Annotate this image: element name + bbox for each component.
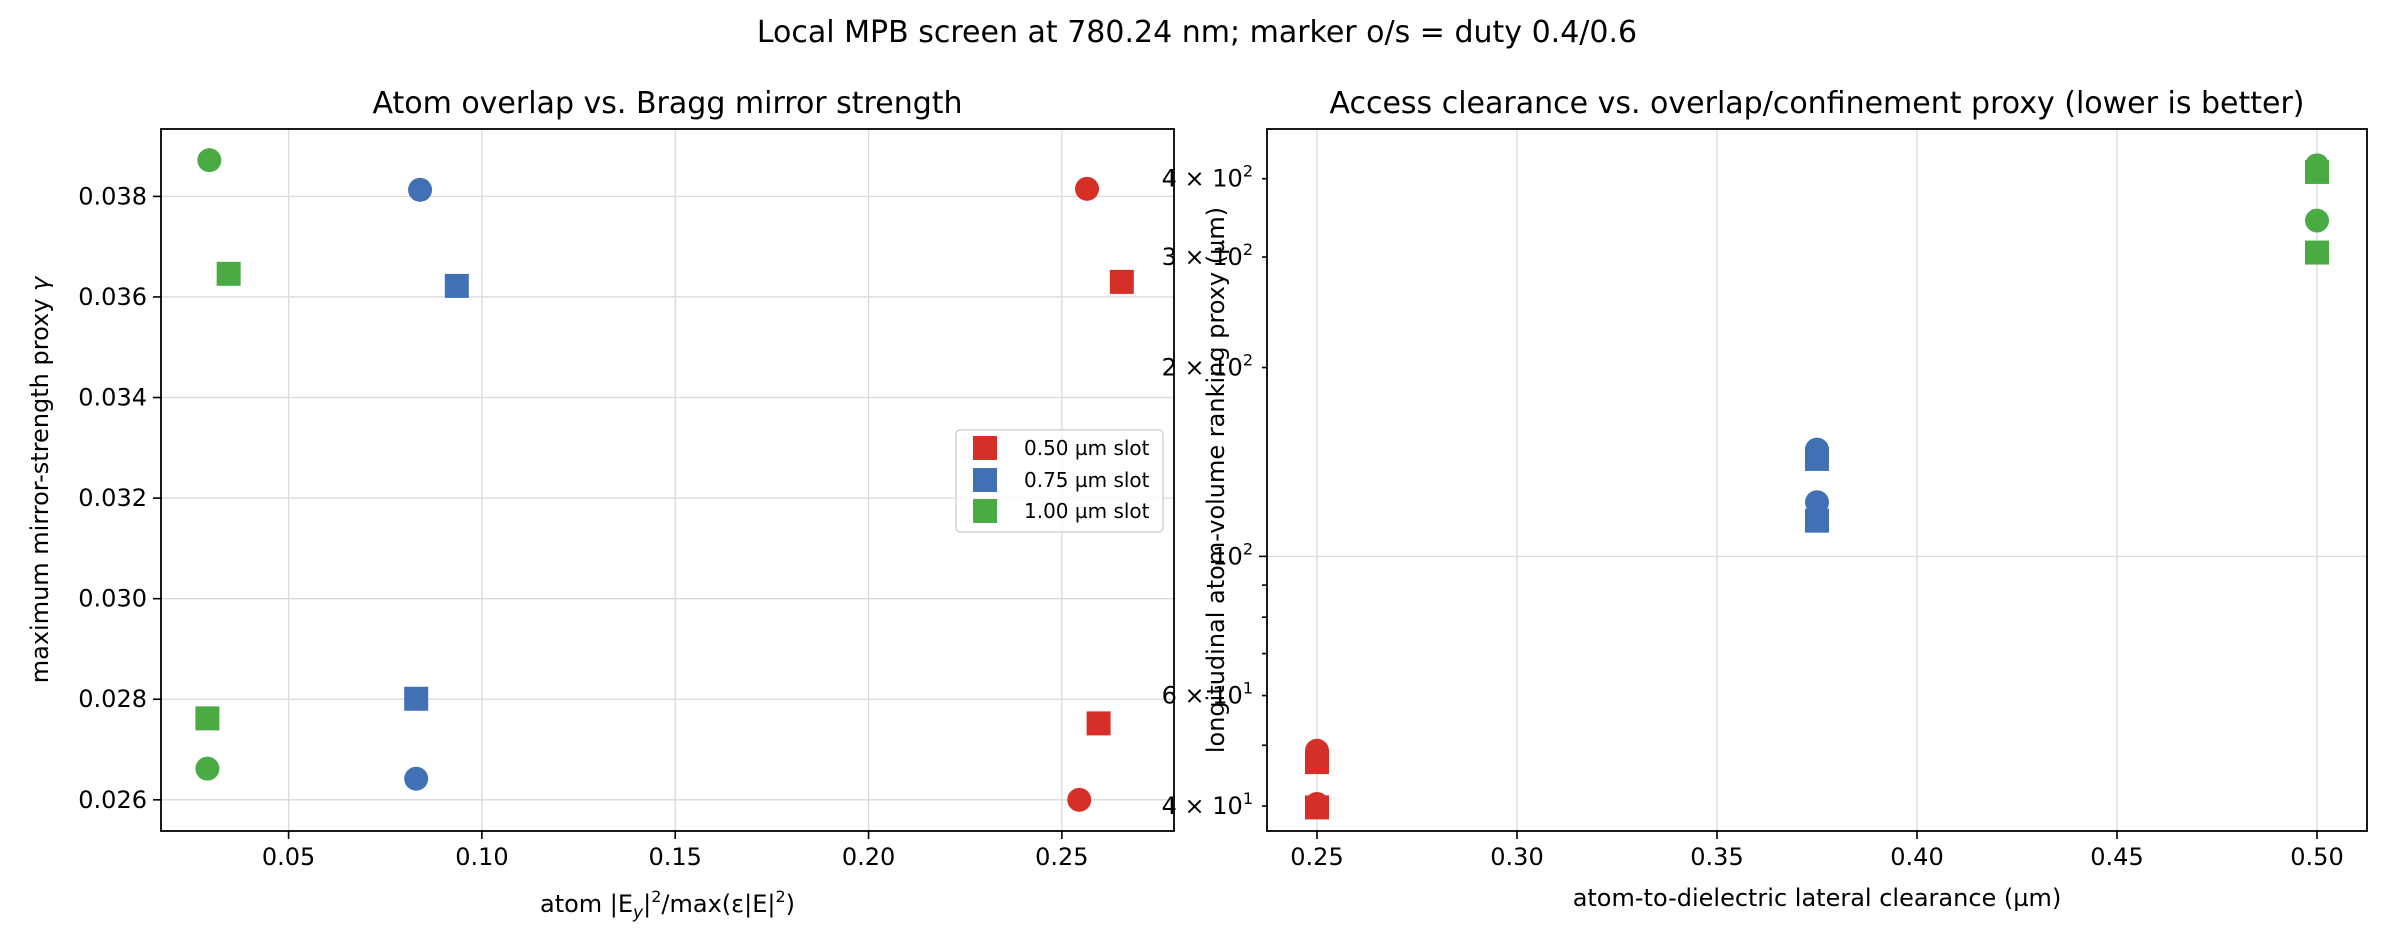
right-x-tick-label: 0.35: [1690, 843, 1743, 871]
legend: 0.50 µm slot 0.75 µm slot 1.00 µm slot: [955, 429, 1164, 533]
figure-suptitle: Local MPB screen at 780.24 nm; marker o/…: [757, 15, 1637, 50]
left-gridlines: [161, 129, 1174, 831]
right-circle-point: [1805, 490, 1829, 515]
left-circle-point: [195, 756, 220, 781]
left-circle-point: [404, 766, 429, 791]
left-square-point: [216, 261, 241, 286]
right-square-point: [1305, 750, 1329, 775]
legend-swatch-075: [973, 468, 997, 492]
legend-label-050: 0.50 µm slot: [1024, 436, 1150, 460]
right-square-point: [2305, 240, 2329, 265]
right-y-tick-label: 4 × 102: [1162, 162, 1253, 193]
left-plot-title: Atom overlap vs. Bragg mirror strength: [372, 86, 962, 121]
left-y-tick-label: 0.034: [78, 384, 147, 412]
left-x-tick-label: 0.15: [649, 843, 702, 871]
left-y-tick-label: 0.030: [78, 585, 147, 613]
right-y-tick-label: 3 × 102: [1162, 240, 1253, 271]
right-y-tick-label: 6 × 101: [1162, 679, 1253, 710]
left-circle-point: [1067, 787, 1092, 812]
right-square-point: [2305, 159, 2329, 184]
left-plot: 0.05 0.10 0.15 0.20 0.25 0.026 0.028 0.030 0.032…: [26, 86, 1175, 923]
legend-swatch-100: [973, 499, 997, 523]
left-square-point: [1109, 269, 1134, 294]
legend-label-100: 1.00 µm slot: [1024, 499, 1150, 523]
left-plot-frame: [160, 128, 1175, 832]
left-x-tick-label: 0.20: [842, 843, 895, 871]
left-square-point: [404, 686, 429, 711]
right-plot-title: Access clearance vs. overlap/confinement…: [1329, 86, 2304, 121]
right-data-points: [1305, 153, 2329, 820]
right-x-tick-label: 0.30: [1490, 843, 1543, 871]
right-square-point: [1305, 795, 1329, 820]
right-square-point: [1805, 446, 1829, 471]
right-plot-frame: [1266, 128, 2368, 832]
right-y-tick-label: 2 × 102: [1162, 351, 1253, 382]
right-x-tick-label: 0.50: [2290, 843, 2343, 871]
left-x-tick-label: 0.25: [1035, 843, 1088, 871]
right-square-point: [1805, 508, 1829, 533]
legend-label-075: 0.75 µm slot: [1024, 468, 1150, 492]
left-y-axis-label: maximum mirror-strength proxy γ: [26, 275, 54, 683]
right-axis-ticks: 0.25 0.30 0.35 0.40 0.45 0.50 4 × 101 6 × 101 10…: [1162, 162, 2344, 871]
left-square-point: [195, 706, 220, 731]
left-x-tick-label: 0.10: [455, 843, 508, 871]
left-y-tick-label: 0.032: [78, 484, 147, 512]
left-data-points: [195, 148, 1134, 812]
right-y-tick-label: 4 × 101: [1162, 789, 1253, 820]
left-square-point: [1086, 711, 1111, 736]
left-x-tick-label: 0.05: [262, 843, 315, 871]
right-x-tick-label: 0.40: [1890, 843, 1943, 871]
left-circle-point: [1075, 176, 1100, 201]
right-plot: 0.25 0.30 0.35 0.40 0.45 0.50 4 × 101 6 × 101 10…: [1162, 86, 2368, 912]
left-circle-point: [408, 177, 433, 202]
left-axis-ticks: 0.05 0.10 0.15 0.20 0.25 0.026 0.028 0.030 0.032…: [78, 182, 1088, 871]
left-square-point: [444, 273, 469, 298]
right-x-tick-label: 0.25: [1290, 843, 1343, 871]
right-circle-point: [2305, 208, 2329, 233]
left-y-tick-label: 0.026: [78, 786, 147, 814]
legend-box: [955, 429, 1164, 533]
left-x-axis-label: atom |Ey|2/max(ε|E|2): [540, 887, 795, 923]
right-x-tick-label: 0.45: [2090, 843, 2143, 871]
right-y-tick-label: 102: [1212, 539, 1253, 570]
legend-swatch-050: [973, 436, 997, 460]
left-circle-point: [197, 148, 222, 173]
left-y-tick-label: 0.028: [78, 685, 147, 713]
left-y-tick-label: 0.036: [78, 283, 147, 311]
left-y-tick-label: 0.038: [78, 182, 147, 210]
right-x-axis-label: atom-to-dielectric lateral clearance (µm…: [1573, 884, 2062, 912]
right-y-axis-label: longitudinal atom-volume ranking proxy (…: [1202, 207, 1230, 753]
right-plot-area: [1267, 129, 2367, 831]
right-gridlines: [1267, 129, 2367, 831]
